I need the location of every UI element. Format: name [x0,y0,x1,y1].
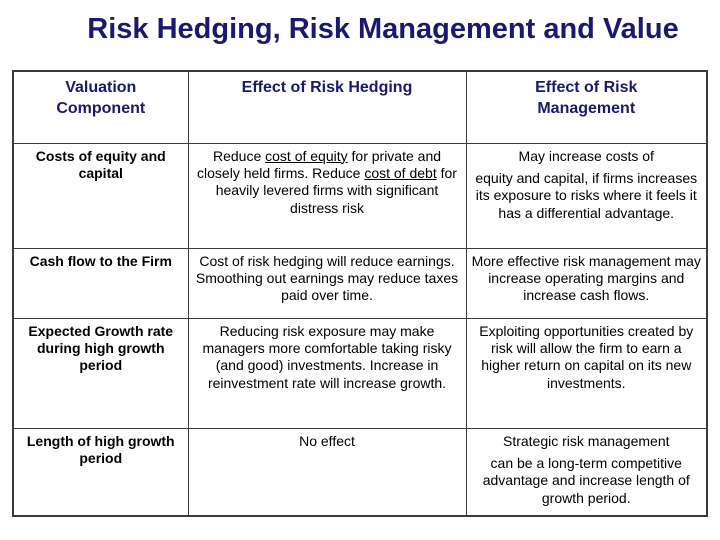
management-paragraph: Strategic risk management [502,432,670,449]
cell-component-expected-growth: Expected Growth rate during high growth … [12,317,189,429]
hedging-text-segment: for private and closely held firms. Redu… [197,147,442,181]
table-row-length-of-growth: Length of high growth period No effect S… [12,427,708,517]
hedging-text-segment: for heavily levered firms with significa… [215,164,457,216]
table-row-costs-of-equity: Costs of equity and capital Reduce cost … [12,142,708,249]
cell-hedging-costs-of-equity: Reduce cost of equity for private and cl… [187,142,467,249]
cell-hedging-expected-growth: Reducing risk exposure may make managers… [187,317,467,429]
valuation-effects-table: Valuation Component Effect of Risk Hedgi… [12,70,708,517]
cell-component-length-of-growth: Length of high growth period [12,427,189,517]
cell-component-cash-flow: Cash flow to the Firm [12,247,189,319]
cell-management-expected-growth: Exploiting opportunities created by risk… [465,317,708,429]
header-effect-of-risk-hedging: Effect of Risk Hedging [187,70,467,144]
management-paragraph: equity and capital, if firms increases i… [475,169,698,221]
cell-management-cash-flow: More effective risk management may incre… [465,247,708,319]
hedging-text-segment: Reduce [212,147,266,164]
cell-component-costs-of-equity: Costs of equity and capital [12,142,189,249]
slide-title: Risk Hedging, Risk Management and Value [87,13,679,45]
cell-management-costs-of-equity: May increase costs of equity and capital… [465,142,708,249]
header-effect-of-risk-management: Effect of Risk Management [465,70,708,144]
management-paragraph: May increase costs of [518,147,654,164]
underlined-cost-of-debt: cost of debt [364,164,437,181]
table-row-expected-growth: Expected Growth rate during high growth … [12,317,708,429]
table-row-cash-flow: Cash flow to the Firm Cost of risk hedgi… [12,247,708,319]
underlined-cost-of-equity: cost of equity [265,147,348,164]
cell-management-length-of-growth: Strategic risk management can be a long-… [465,427,708,517]
table-header-row: Valuation Component Effect of Risk Hedgi… [12,70,708,144]
cell-hedging-cash-flow: Cost of risk hedging will reduce earning… [187,247,467,319]
cell-hedging-length-of-growth: No effect [187,427,467,517]
management-paragraph: can be a long-term competitive advantage… [482,454,690,506]
header-valuation-component: Valuation Component [12,70,189,144]
